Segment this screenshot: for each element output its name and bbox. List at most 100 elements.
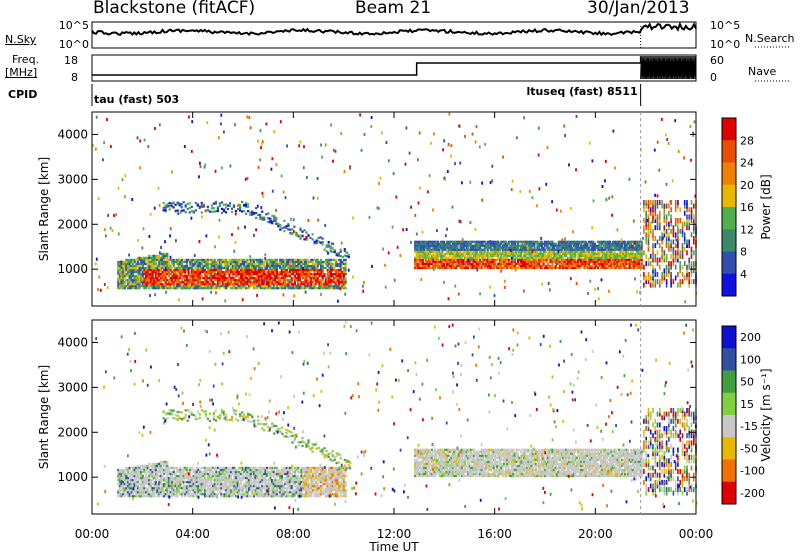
heatmap-cell xyxy=(441,248,444,251)
heatmap-cell xyxy=(568,264,571,268)
heatmap-cell xyxy=(265,213,268,216)
heatmap-cell xyxy=(479,242,482,245)
heatmap-cell xyxy=(602,252,606,255)
heatmap-cell xyxy=(436,240,439,243)
heatmap-cell xyxy=(143,477,146,480)
heatmap-cell xyxy=(503,250,506,253)
heatmap-cell xyxy=(130,266,133,270)
heatmap-cell xyxy=(185,264,189,268)
heatmap-cell xyxy=(220,269,223,272)
heatmap-cell xyxy=(295,260,298,264)
heatmap-cell xyxy=(578,254,581,257)
heatmap-cell xyxy=(172,264,175,268)
freq-unit-label: [MHz] xyxy=(5,66,38,79)
heatmap-cell xyxy=(164,285,167,288)
heatmap-cell xyxy=(453,258,456,261)
heatmap-cell xyxy=(341,262,344,266)
heatmap-cell xyxy=(637,262,640,266)
heatmap-cell xyxy=(140,275,143,278)
heatmap-cell xyxy=(495,246,498,249)
heatmap-cell xyxy=(261,285,264,288)
heatmap-cell xyxy=(105,234,107,238)
heatmap-cell xyxy=(470,254,473,257)
heatmap-cell xyxy=(618,244,621,247)
heatmap-cell xyxy=(557,252,560,255)
heatmap-cell xyxy=(536,260,539,264)
heatmap-cell xyxy=(305,287,308,290)
heatmap-cell xyxy=(686,203,688,209)
heatmap-cell xyxy=(639,248,642,251)
heatmap-cell xyxy=(507,250,510,253)
heatmap-cell xyxy=(223,283,226,286)
heatmap-cell xyxy=(421,258,424,261)
heatmap-cell xyxy=(485,246,488,249)
heatmap-cell xyxy=(577,244,580,247)
y-tick-label: 4000 xyxy=(57,127,88,141)
heatmap-cell xyxy=(647,214,650,220)
heatmap-cell xyxy=(163,269,166,272)
heatmap-cell xyxy=(234,264,238,268)
heatmap-cell xyxy=(677,218,679,223)
heatmap-cell xyxy=(292,273,295,276)
heatmap-cell xyxy=(477,248,480,251)
heatmap-cell xyxy=(474,258,477,261)
heatmap-cell xyxy=(299,140,302,144)
search-tick: 10^5 xyxy=(710,19,740,32)
heatmap-cell xyxy=(473,240,476,243)
heatmap-cell xyxy=(280,277,283,280)
heatmap-cell xyxy=(566,256,569,259)
heatmap-cell xyxy=(521,242,524,245)
heatmap-cell xyxy=(681,253,684,259)
heatmap-cell xyxy=(447,262,450,266)
heatmap-cell xyxy=(121,178,124,182)
heatmap-cell xyxy=(233,277,236,280)
heatmap-cell xyxy=(486,258,489,261)
heatmap-cell xyxy=(264,287,267,290)
heatmap-cell xyxy=(212,260,215,264)
heatmap-cell xyxy=(299,228,302,231)
heatmap-cell xyxy=(164,269,167,272)
heatmap-cell xyxy=(308,285,311,288)
heatmap-cell xyxy=(239,279,243,282)
heatmap-cell xyxy=(166,205,169,208)
heatmap-cell xyxy=(344,277,347,280)
heatmap-cell xyxy=(261,216,264,219)
heatmap-cell xyxy=(133,260,136,264)
heatmap-cell xyxy=(210,281,213,284)
heatmap-cell xyxy=(141,260,144,264)
heatmap-cell xyxy=(123,470,126,474)
heatmap-cell xyxy=(117,470,120,474)
heatmap-cell xyxy=(538,248,541,251)
heatmap-cell xyxy=(313,279,316,282)
heatmap-cell xyxy=(596,248,599,251)
heatmap-cell xyxy=(559,244,562,247)
heatmap-cell xyxy=(117,269,120,272)
heatmap-cell xyxy=(445,240,448,243)
heatmap-cell xyxy=(336,281,339,284)
heatmap-cell xyxy=(562,250,565,253)
heatmap-cell xyxy=(298,275,301,278)
heatmap-cell xyxy=(275,283,278,286)
heatmap-cell xyxy=(187,271,190,274)
heatmap-cell xyxy=(589,244,592,247)
heatmap-cell xyxy=(298,260,301,264)
heatmap-cell xyxy=(618,266,621,270)
heatmap-cell xyxy=(659,264,661,270)
heatmap-cell xyxy=(601,185,604,188)
heatmap-cell xyxy=(318,281,321,284)
heatmap-cell xyxy=(231,264,234,268)
heatmap-cell xyxy=(668,261,670,267)
heatmap-cell xyxy=(290,260,293,264)
heatmap-cell xyxy=(686,268,688,274)
heatmap-cell xyxy=(668,239,670,245)
heatmap-cell xyxy=(450,252,453,255)
heatmap-cell xyxy=(297,271,300,274)
heatmap-cell xyxy=(430,266,433,270)
heatmap-cell xyxy=(631,262,634,266)
heatmap-cell xyxy=(143,283,146,286)
heatmap-cell xyxy=(136,468,139,472)
heatmap-cell xyxy=(506,244,509,247)
heatmap-cell xyxy=(287,283,290,286)
heatmap-cell xyxy=(131,493,135,496)
heatmap-cell xyxy=(467,262,470,266)
